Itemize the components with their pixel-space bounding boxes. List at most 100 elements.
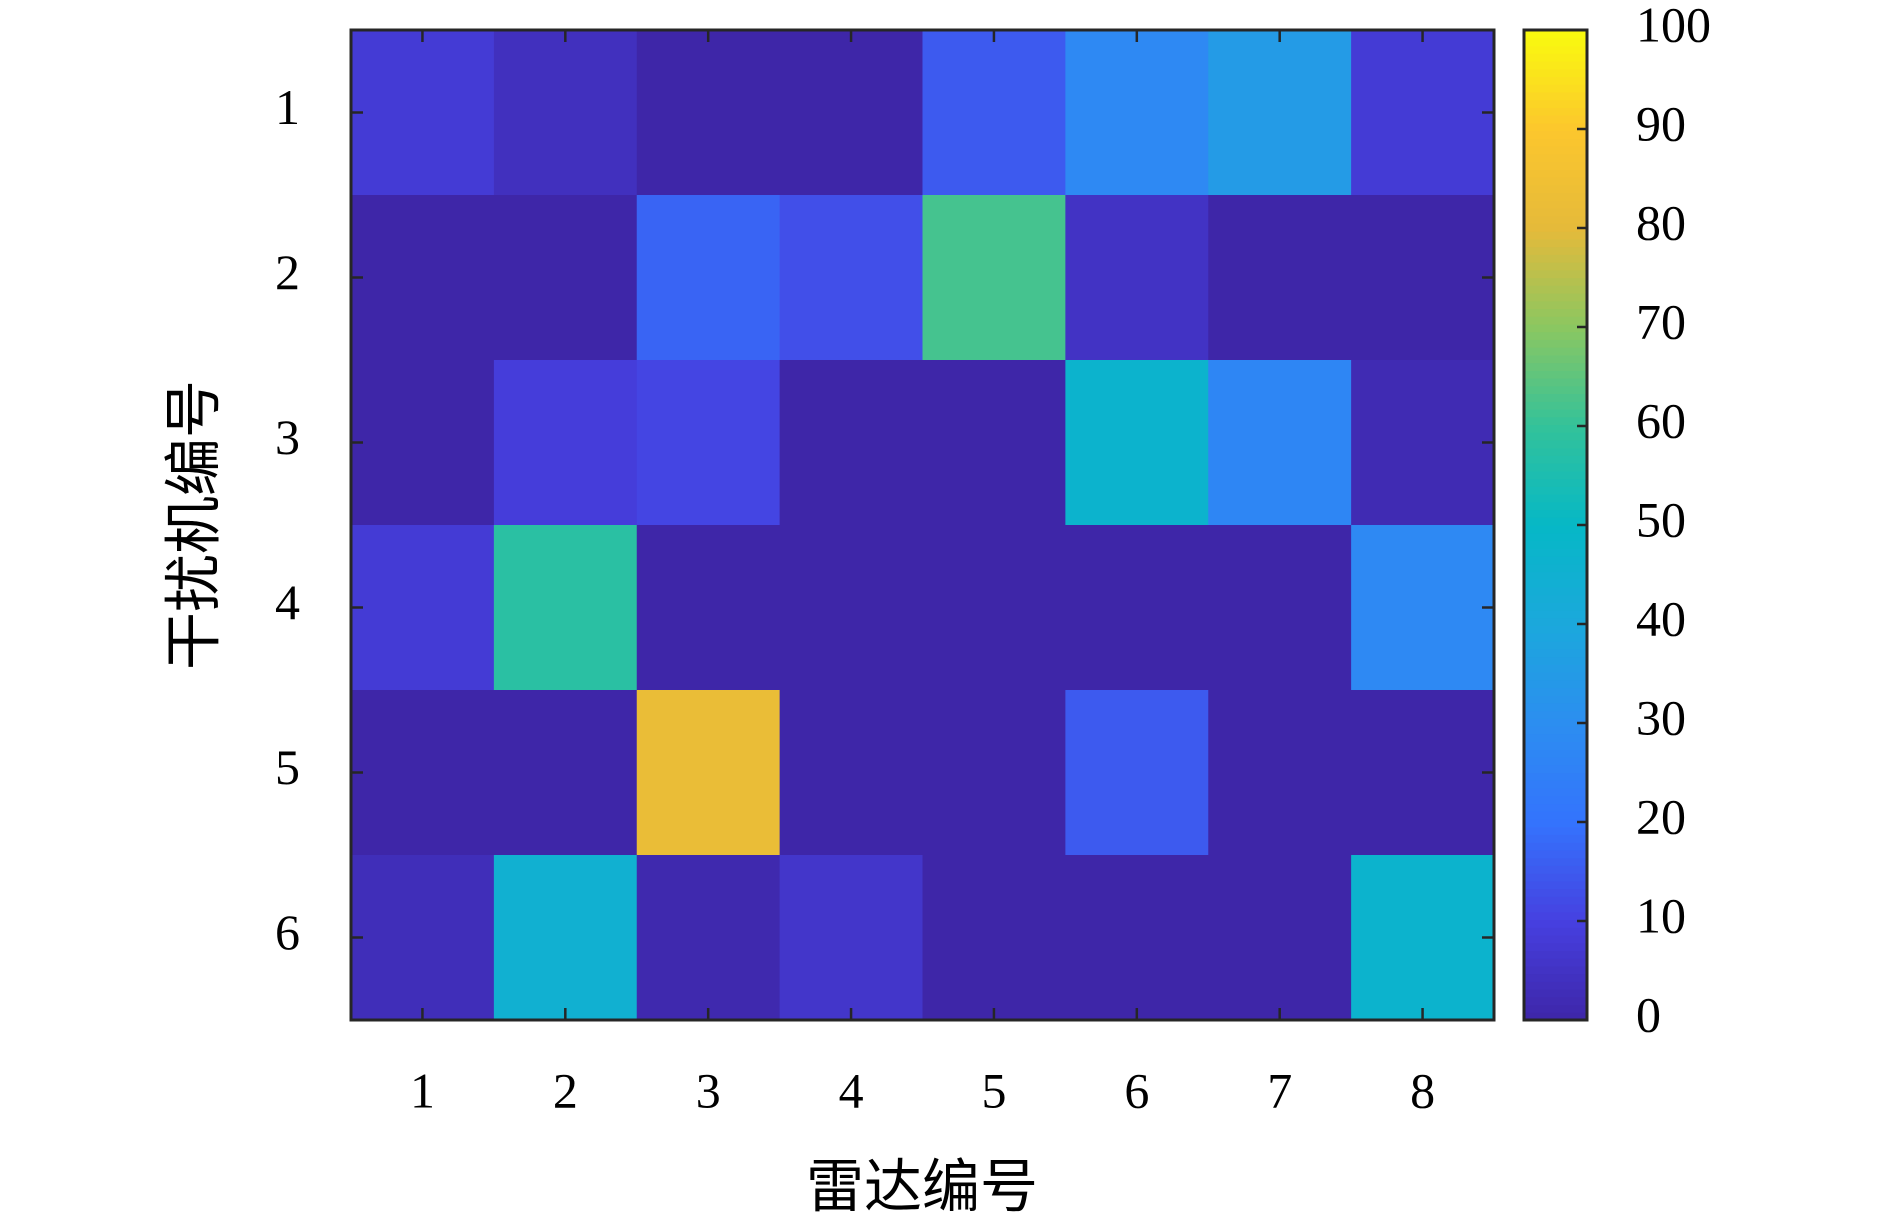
y-tick-label: 2 — [275, 244, 300, 300]
plot-frame — [349, 28, 1496, 1022]
heatmap-cell — [351, 30, 495, 196]
colorbar-segment — [1524, 811, 1587, 820]
y-tick-label: 1 — [275, 79, 300, 135]
colorbar-segment — [1524, 68, 1587, 78]
colorbar-segment — [1524, 416, 1587, 426]
colorbar-segment — [1524, 625, 1587, 634]
colorbar-segment — [1524, 733, 1587, 743]
colorbar-segment — [1524, 262, 1587, 271]
colorbar-segment — [1524, 764, 1587, 774]
heatmap-cell — [779, 690, 923, 856]
colorbar-segment — [1524, 37, 1587, 47]
colorbar-segment — [1524, 254, 1587, 263]
colorbar-segment — [1524, 749, 1587, 758]
colorbar-segment — [1524, 285, 1587, 294]
heatmap-cell — [351, 360, 495, 526]
colorbar-segment — [1524, 648, 1587, 658]
x-axis-label: 雷达编号 — [806, 1154, 1038, 1219]
colorbar-segment — [1524, 347, 1587, 356]
colorbar-segment — [1524, 223, 1587, 232]
colorbar-segment — [1524, 919, 1587, 928]
colorbar-segment — [1524, 246, 1587, 255]
colorbar-segment — [1524, 563, 1587, 573]
heatmap-cell — [922, 690, 1066, 856]
y-tick-label: 5 — [275, 739, 300, 795]
colorbar-segment — [1524, 99, 1587, 108]
heatmap-cell — [351, 855, 495, 1021]
colorbar-segment — [1524, 965, 1587, 975]
heatmap-cell — [779, 525, 923, 691]
colorbar-segment — [1524, 424, 1587, 433]
heatmap-cell — [1065, 690, 1209, 856]
heatmap-cell — [1065, 195, 1209, 361]
colorbar-segment — [1524, 540, 1587, 549]
heatmap-cell — [1208, 855, 1352, 1021]
colorbar-segment — [1524, 927, 1587, 936]
colorbar-segment — [1524, 378, 1587, 387]
colorbar-segment — [1524, 470, 1587, 480]
colorbar-segment — [1524, 292, 1587, 302]
heatmap-cell — [922, 30, 1066, 196]
colorbar-segment — [1524, 795, 1587, 805]
colorbar-segment — [1524, 494, 1587, 503]
colorbar-segment — [1524, 1012, 1587, 1021]
heatmap-cell — [1065, 360, 1209, 526]
colorbar-segment — [1524, 192, 1587, 201]
colorbar-tick-label: 30 — [1636, 689, 1686, 745]
colorbar-segment — [1524, 633, 1587, 642]
heatmap-cell — [779, 855, 923, 1021]
colorbar-segment — [1524, 331, 1587, 340]
colorbar-segment — [1524, 215, 1587, 224]
colorbar-segment — [1524, 532, 1587, 542]
x-tick-label: 7 — [1267, 1062, 1292, 1118]
heatmap-cell — [636, 30, 781, 196]
colorbar-segment — [1524, 664, 1587, 673]
heatmap-cell — [922, 525, 1066, 691]
heatmap-cell — [1208, 690, 1352, 856]
colorbar-segment — [1524, 950, 1587, 959]
colorbar-segment — [1524, 161, 1587, 170]
colorbar-segment — [1524, 408, 1587, 418]
colorbar-segment — [1524, 91, 1587, 101]
heatmap-cell — [779, 30, 923, 196]
colorbar-segment — [1524, 393, 1587, 402]
colorbar-segment — [1524, 517, 1587, 526]
y-tick-label: 4 — [275, 574, 300, 630]
colorbar-segment — [1524, 641, 1587, 650]
colorbar-segment — [1524, 76, 1587, 85]
colorbar-segment — [1524, 207, 1587, 217]
colorbar-tick-label: 20 — [1636, 788, 1686, 844]
colorbar-segment — [1524, 525, 1587, 534]
colorbar-segment — [1524, 718, 1587, 727]
colorbar-segment — [1524, 455, 1587, 464]
y-tick-label: 3 — [275, 409, 300, 465]
heatmap-cell — [1351, 195, 1495, 361]
heatmap-cell — [779, 360, 923, 526]
x-tick-label: 8 — [1410, 1062, 1435, 1118]
colorbar-segment — [1524, 826, 1587, 835]
colorbar-segment — [1524, 757, 1587, 766]
heatmap-cell — [1208, 360, 1352, 526]
heatmap-cell — [1351, 360, 1495, 526]
heatmap-cell — [922, 855, 1066, 1021]
colorbar-segment — [1524, 184, 1587, 194]
colorbar-tick-label: 100 — [1636, 0, 1711, 52]
colorbar-segment — [1524, 300, 1587, 310]
colorbar-segment — [1524, 610, 1587, 619]
heatmap-cell — [1351, 690, 1495, 856]
colorbar-segment — [1524, 447, 1587, 456]
heatmap-cell — [1065, 525, 1209, 691]
colorbar-segment — [1524, 679, 1587, 689]
colorbar-segment — [1524, 911, 1587, 921]
colorbar-segment — [1524, 896, 1587, 905]
x-tick-label: 6 — [1124, 1062, 1149, 1118]
colorbar-segment — [1524, 323, 1587, 333]
colorbar-segment — [1524, 579, 1587, 588]
heatmap-cell — [493, 360, 638, 526]
x-tick-label: 3 — [696, 1062, 721, 1118]
heatmap-cell — [351, 525, 495, 691]
colorbar-segment — [1524, 269, 1587, 279]
colorbar-segment — [1524, 741, 1587, 750]
colorbar-tick-label: 60 — [1636, 392, 1686, 448]
